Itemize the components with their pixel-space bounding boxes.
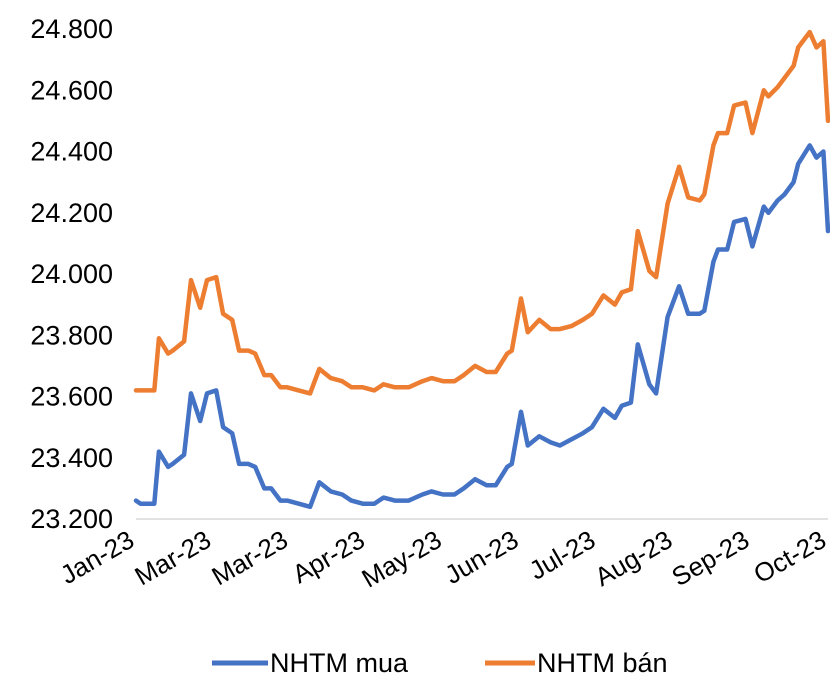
x-tick-label: Mar-23 bbox=[206, 524, 292, 591]
legend-label-ban: NHTM bán bbox=[537, 648, 668, 678]
x-tick-label: Sep-23 bbox=[667, 524, 755, 592]
y-tick-label: 23.400 bbox=[30, 443, 113, 473]
series-line-0 bbox=[133, 143, 830, 510]
series-line-1 bbox=[133, 29, 830, 396]
y-tick-label: 23.800 bbox=[30, 320, 113, 350]
y-tick-label: 24.000 bbox=[30, 259, 113, 289]
legend-label-mua: NHTM mua bbox=[270, 648, 409, 678]
x-tick-label: Jan-23 bbox=[55, 524, 139, 590]
x-tick-label: Apr-23 bbox=[287, 524, 370, 589]
y-axis: 23.200 23.400 23.600 23.800 24.000 24.200 24.4… bbox=[30, 14, 113, 534]
x-tick-label: Oct-23 bbox=[748, 524, 830, 589]
x-tick-label: Aug-23 bbox=[590, 524, 678, 592]
y-tick-label: 24.800 bbox=[30, 14, 113, 44]
y-tick-label: 24.400 bbox=[30, 137, 113, 167]
x-tick-label: May-23 bbox=[356, 524, 446, 593]
x-tick-label: Mar-23 bbox=[130, 524, 216, 591]
y-tick-label: 23.200 bbox=[30, 504, 113, 534]
legend: NHTM mua NHTM bán bbox=[212, 648, 668, 678]
y-tick-label: 24.200 bbox=[30, 198, 113, 228]
y-tick-label: 24.600 bbox=[30, 75, 113, 105]
x-tick-label: Jun-23 bbox=[440, 524, 524, 590]
y-tick-label: 23.600 bbox=[30, 382, 113, 412]
series-layer bbox=[133, 29, 830, 510]
x-tick-label: Jul-23 bbox=[524, 524, 600, 585]
